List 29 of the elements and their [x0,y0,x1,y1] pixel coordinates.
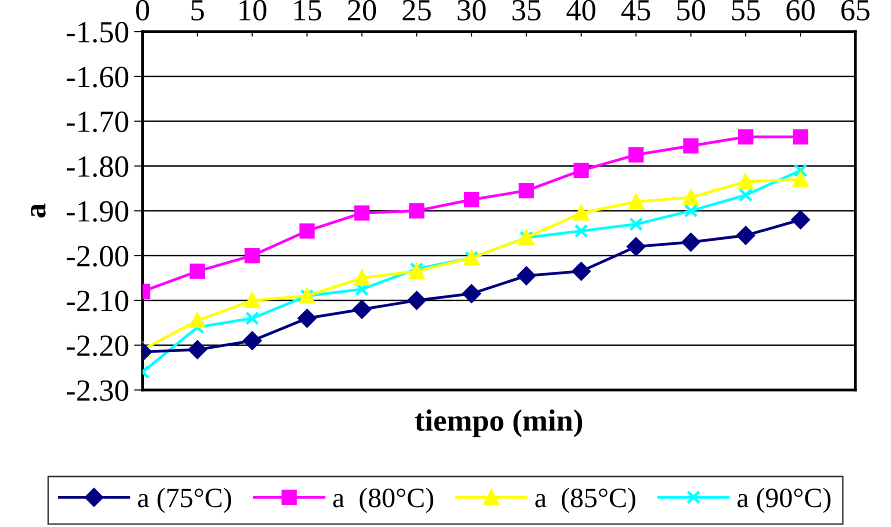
x-tick-label: 40 [566,0,596,21]
x-tick-label: 35 [512,0,540,21]
x-tick-label: 15 [294,0,322,21]
y-tick-label: -2.20 [66,335,128,356]
y-tick-label: -1.50 [66,22,128,43]
legend-label: a (90°C) [737,488,830,513]
x-tick-label: 60 [786,0,815,21]
y-tick-label: -1.80 [66,156,128,178]
legend-label: a (75°C) [138,488,232,513]
x-tick-label: 30 [458,0,486,21]
x-axis-title: tiempo (min) [415,409,582,438]
y-axis-title: a [30,204,46,218]
x-tick-label: 65 [841,0,870,21]
x-tick-label: 25 [402,0,431,21]
legend-label: a (85°C) [535,488,636,513]
legend-label: a (80°C) [333,488,434,513]
y-tick-label: -1.90 [66,201,128,222]
y-tick-label: -1.70 [66,111,128,132]
y-tick-label: -2.10 [66,290,128,312]
y-tick-label: -1.60 [66,66,128,88]
x-tick-label: 5 [192,0,204,21]
x-tick-label: 10 [240,0,266,21]
y-tick-label: -2.30 [66,380,128,402]
x-tick-label: 55 [732,0,760,21]
x-tick-label: 20 [348,0,376,21]
x-tick-label: 50 [677,0,705,21]
x-tick-label: 45 [621,0,650,21]
y-tick-label: -2.00 [66,246,128,267]
x-tick-label: 0 [136,0,150,21]
